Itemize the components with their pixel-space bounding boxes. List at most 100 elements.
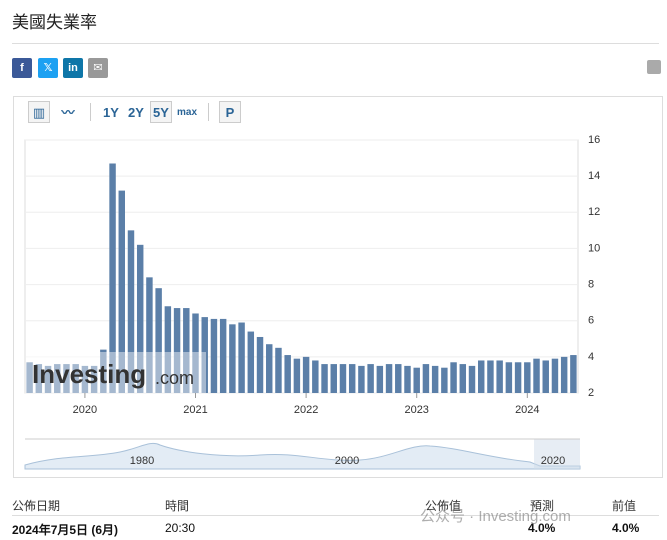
range-button[interactable]: max	[176, 107, 197, 118]
bar	[496, 360, 503, 393]
table-header: 預測	[530, 499, 555, 513]
chart-frame	[13, 96, 663, 478]
bar	[551, 358, 559, 393]
bar	[266, 344, 273, 393]
bar	[256, 336, 264, 393]
bar	[238, 322, 245, 393]
bar	[155, 288, 162, 393]
separator	[208, 103, 209, 121]
p-button[interactable]: P	[219, 101, 241, 123]
bar	[118, 190, 126, 393]
bar	[247, 331, 255, 393]
range-button[interactable]: 5Y	[150, 101, 172, 123]
bar	[81, 365, 89, 393]
bar	[542, 360, 549, 393]
bar	[183, 308, 190, 393]
y-tick-label: 8	[588, 278, 594, 290]
logo-watermark: .com	[155, 368, 194, 388]
share-x[interactable]: 𝕏	[38, 58, 58, 78]
y-tick-label: 6	[588, 315, 594, 327]
divider	[12, 43, 659, 44]
table-cell: 4.0%	[528, 521, 556, 535]
bar	[26, 362, 33, 393]
bar	[459, 364, 467, 393]
line-chart-button[interactable]: 〰	[61, 105, 75, 120]
y-tick-label: 2	[588, 387, 594, 399]
watermark-backdrop	[26, 352, 206, 393]
table-cell: 4.0%	[612, 521, 640, 535]
bar	[505, 362, 513, 393]
x-tick-label: 2023	[404, 404, 428, 416]
print-icon[interactable]	[647, 60, 661, 74]
bar	[348, 364, 356, 393]
x-tick-label: 2024	[515, 404, 539, 416]
bar	[229, 324, 236, 393]
bar	[422, 364, 430, 393]
bar-chart-button[interactable]: ▥	[28, 101, 50, 123]
bar	[173, 308, 181, 393]
bar	[293, 358, 301, 393]
bar	[210, 318, 218, 393]
bar	[100, 349, 107, 393]
bar	[192, 313, 199, 393]
navigator-label: 2000	[335, 455, 359, 467]
bar	[376, 365, 384, 393]
bar	[514, 362, 522, 393]
bar	[72, 364, 79, 393]
bar	[136, 244, 144, 393]
table-header: 公佈值	[425, 499, 462, 513]
bar	[164, 306, 172, 393]
chart: 1980 2000 2020 2 4 6 8 10 12 14 16 2020 2021 2022 2…	[24, 134, 600, 470]
bar	[367, 364, 374, 393]
bar	[395, 364, 402, 393]
bar	[524, 362, 531, 393]
bar	[90, 365, 98, 393]
bar	[321, 364, 328, 393]
separator	[90, 103, 91, 121]
page-title: 美國失業率	[12, 13, 97, 32]
table-cell: 2024年7月5日 (6月)	[12, 523, 119, 537]
y-tick-label: 16	[588, 134, 600, 146]
table-header: 公佈日期	[12, 499, 61, 513]
bar	[358, 365, 365, 393]
bar	[63, 364, 70, 393]
share-facebook[interactable]: f	[12, 58, 32, 78]
bar	[450, 362, 457, 393]
table-cell: 20:30	[165, 521, 196, 535]
plot-area	[24, 139, 579, 394]
table-header: 時間	[165, 499, 190, 513]
bar	[219, 318, 227, 393]
x-tick-label: 2020	[73, 404, 97, 416]
y-tick-label: 4	[588, 351, 594, 363]
share-linkedin[interactable]: in	[63, 58, 83, 78]
bar	[468, 365, 476, 393]
bar	[54, 364, 61, 393]
bar	[385, 364, 393, 393]
table-header: 前值	[612, 499, 637, 513]
bar	[146, 277, 153, 393]
bar	[560, 356, 568, 393]
y-tick-label: 10	[588, 242, 600, 254]
bar	[275, 347, 282, 393]
bar	[302, 356, 310, 393]
bar	[533, 358, 540, 393]
x-tick-label: 2022	[294, 404, 318, 416]
bar	[413, 367, 420, 393]
navigator-window[interactable]	[534, 439, 580, 469]
bar	[44, 365, 52, 393]
range-button[interactable]: 1Y	[103, 105, 119, 120]
share-email[interactable]: ✉	[88, 58, 108, 78]
range-button[interactable]: 2Y	[128, 105, 144, 120]
bar	[312, 360, 319, 393]
bar	[441, 367, 448, 393]
y-tick-label: 12	[588, 206, 600, 218]
bar	[339, 364, 347, 393]
bar	[487, 360, 494, 393]
bar	[127, 230, 135, 393]
table-divider	[12, 515, 659, 516]
navigator-area	[24, 442, 581, 470]
bar	[404, 365, 411, 393]
navigator-label: 1980	[130, 455, 154, 467]
bar	[570, 355, 577, 393]
